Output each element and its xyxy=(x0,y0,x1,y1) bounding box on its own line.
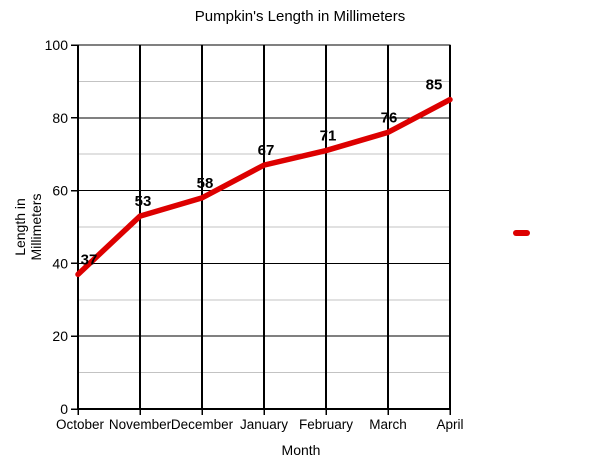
x-tick-label: April xyxy=(436,417,463,432)
data-label: 58 xyxy=(197,175,214,192)
data-label: 37 xyxy=(81,251,98,268)
x-axis-title: Month xyxy=(281,442,321,458)
x-tick-label: October xyxy=(56,417,105,432)
data-label: 85 xyxy=(426,77,443,94)
y-tick-label: 60 xyxy=(52,183,68,199)
series-line xyxy=(75,96,453,278)
data-label: 76 xyxy=(381,109,398,126)
y-tick-label: 0 xyxy=(60,401,68,417)
data-label: 67 xyxy=(258,142,275,159)
y-tick-label: 20 xyxy=(52,328,68,344)
y-tick-label: 100 xyxy=(45,37,69,53)
x-tick-label: November xyxy=(109,417,172,432)
x-tick-label: February xyxy=(299,417,353,432)
y-tick-label: 80 xyxy=(52,110,68,126)
data-label: 71 xyxy=(320,128,337,145)
x-tick-label: January xyxy=(240,417,288,432)
legend-marker-line xyxy=(513,230,530,236)
chart-title: Pumpkin's Length in Millimeters xyxy=(194,8,406,25)
x-tick-label: December xyxy=(171,417,234,432)
data-label: 53 xyxy=(135,193,152,210)
x-tick-label: March xyxy=(369,417,407,432)
y-tick-label: 40 xyxy=(52,255,68,271)
